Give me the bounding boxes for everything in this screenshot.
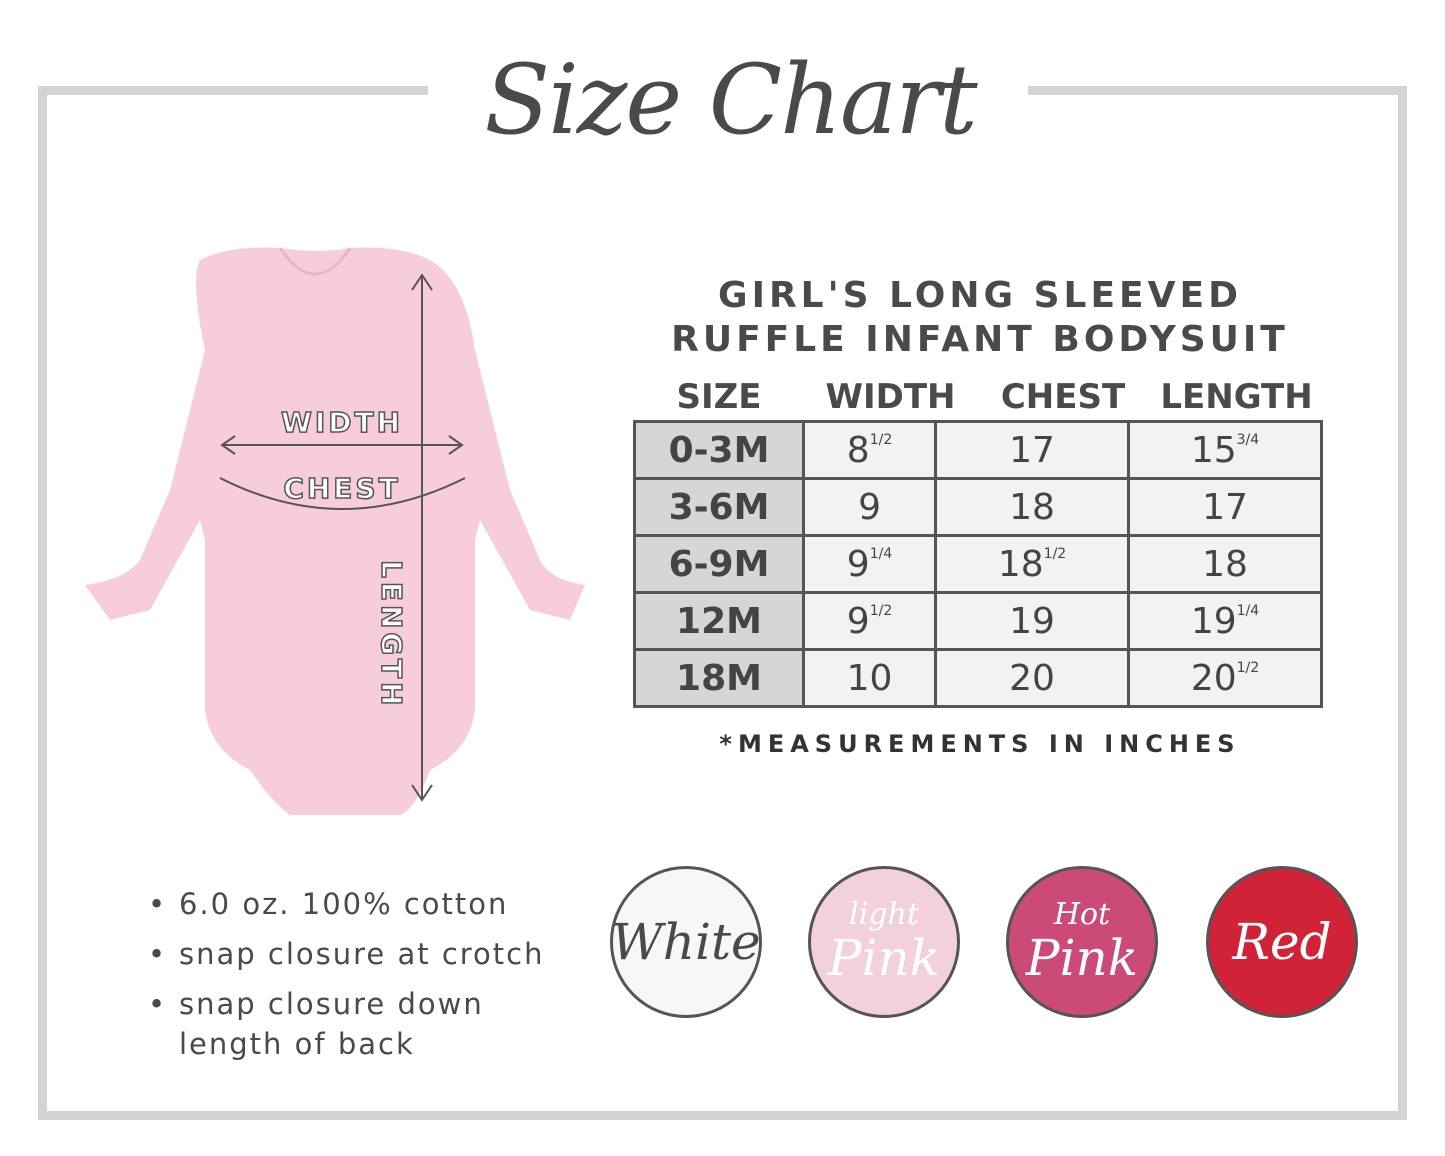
header-length: LENGTH	[1160, 377, 1313, 417]
chest-value: 18	[997, 543, 1044, 585]
width-value: 10	[846, 657, 893, 699]
feature-list: 6.0 oz. 100% cotton snap closure at crot…	[148, 884, 545, 1074]
size-cell: 6-9M	[633, 534, 805, 594]
length-fraction: 3/4	[1236, 431, 1260, 448]
width-cell: 91/2	[801, 591, 938, 651]
width-value: 9	[846, 543, 870, 585]
chest-cell: 181/2	[934, 534, 1130, 594]
width-value: 9	[858, 486, 881, 528]
product-title-line2: RUFFLE INFANT BODYSUIT	[671, 319, 1289, 360]
chest-value: 20	[1009, 657, 1055, 699]
width-value: 9	[846, 600, 870, 642]
chest-value: 18	[1009, 486, 1055, 528]
bodysuit-diagram: WIDTH CHEST LENGTH	[85, 247, 585, 815]
length-cell: 201/2	[1127, 648, 1323, 708]
swatch-label-small: Hot	[1053, 897, 1111, 932]
length-value: 15	[1190, 429, 1237, 471]
width-arrowheads	[220, 435, 464, 455]
header-size: SIZE	[676, 377, 762, 417]
swatch-label: Pink	[1025, 929, 1139, 987]
length-fraction: 1/4	[1236, 602, 1260, 619]
color-swatch: light Pink	[808, 866, 960, 1018]
chest-fraction: 1/2	[1043, 545, 1067, 562]
width-fraction: 1/4	[869, 545, 893, 562]
swatch-label: White	[611, 913, 761, 971]
feature-item: snap closure at crotch	[148, 934, 545, 974]
color-swatch: Hot Pink	[1006, 866, 1158, 1018]
product-title-line1: GIRL'S LONG SLEEVED	[718, 275, 1242, 316]
length-cell: 191/4	[1127, 591, 1323, 651]
chest-arrow	[219, 477, 466, 510]
length-fraction: 1/2	[1236, 659, 1260, 676]
table-row: 3-6M 9 18 17	[633, 477, 1323, 537]
chest-cell: 19	[934, 591, 1130, 651]
length-value: 18	[1202, 543, 1248, 585]
table-row: 0-3M 81/2 17 153/4	[633, 420, 1323, 480]
chest-label: CHEST	[283, 472, 400, 505]
color-swatch: Red	[1206, 866, 1358, 1018]
size-cell: 0-3M	[633, 420, 805, 480]
width-cell: 9	[801, 477, 938, 537]
bodysuit-shape	[85, 247, 585, 815]
product-title: GIRL'S LONG SLEEVED RUFFLE INFANT BODYSU…	[590, 274, 1370, 362]
size-cell: 18M	[633, 648, 805, 708]
page-title: Size Chart	[484, 44, 977, 156]
feature-item: snap closure down	[148, 984, 545, 1024]
swatch-label: Pink	[827, 929, 941, 987]
table-row: 6-9M 91/4 181/2 18	[633, 534, 1323, 594]
width-fraction: 1/2	[869, 602, 893, 619]
header-chest: CHEST	[1000, 377, 1126, 417]
chest-cell: 18	[934, 477, 1130, 537]
table-header: SIZE WIDTH CHEST LENGTH	[633, 376, 1323, 418]
feature-item-continued: length of back	[179, 1027, 415, 1061]
table-row: 18M 10 20 201/2	[633, 648, 1323, 708]
feature-item: 6.0 oz. 100% cotton	[148, 884, 545, 924]
length-value: 17	[1202, 486, 1248, 528]
neckline	[278, 247, 352, 276]
length-cell: 17	[1127, 477, 1323, 537]
length-arrowheads	[411, 273, 433, 802]
width-cell: 91/4	[801, 534, 938, 594]
table-row: 12M 91/2 19 191/4	[633, 591, 1323, 651]
color-swatch: White	[610, 866, 762, 1018]
width-fraction: 1/2	[869, 431, 893, 448]
header-width: WIDTH	[825, 377, 956, 417]
chest-value: 19	[1009, 600, 1055, 642]
size-cell: 12M	[633, 591, 805, 651]
length-label: LENGTH	[375, 560, 408, 709]
length-cell: 153/4	[1127, 420, 1323, 480]
title-gap	[428, 70, 1028, 110]
length-cell: 18	[1127, 534, 1323, 594]
width-cell: 10	[801, 648, 938, 708]
chest-cell: 17	[934, 420, 1130, 480]
width-value: 8	[846, 429, 870, 471]
chest-cell: 20	[934, 648, 1130, 708]
size-table: 0-3M 81/2 17 153/4 3-6M 9 18 17 6-9M 91/4 181/2 18 1…	[633, 420, 1323, 708]
swatch-label-small: light	[849, 897, 919, 932]
width-cell: 81/2	[801, 420, 938, 480]
measurement-note: *MEASUREMENTS IN INCHES	[719, 730, 1241, 758]
width-label: WIDTH	[281, 406, 403, 439]
swatch-label: Red	[1232, 913, 1332, 971]
length-value: 20	[1190, 657, 1237, 699]
size-cell: 3-6M	[633, 477, 805, 537]
length-value: 19	[1190, 600, 1237, 642]
chest-value: 17	[1009, 429, 1055, 471]
